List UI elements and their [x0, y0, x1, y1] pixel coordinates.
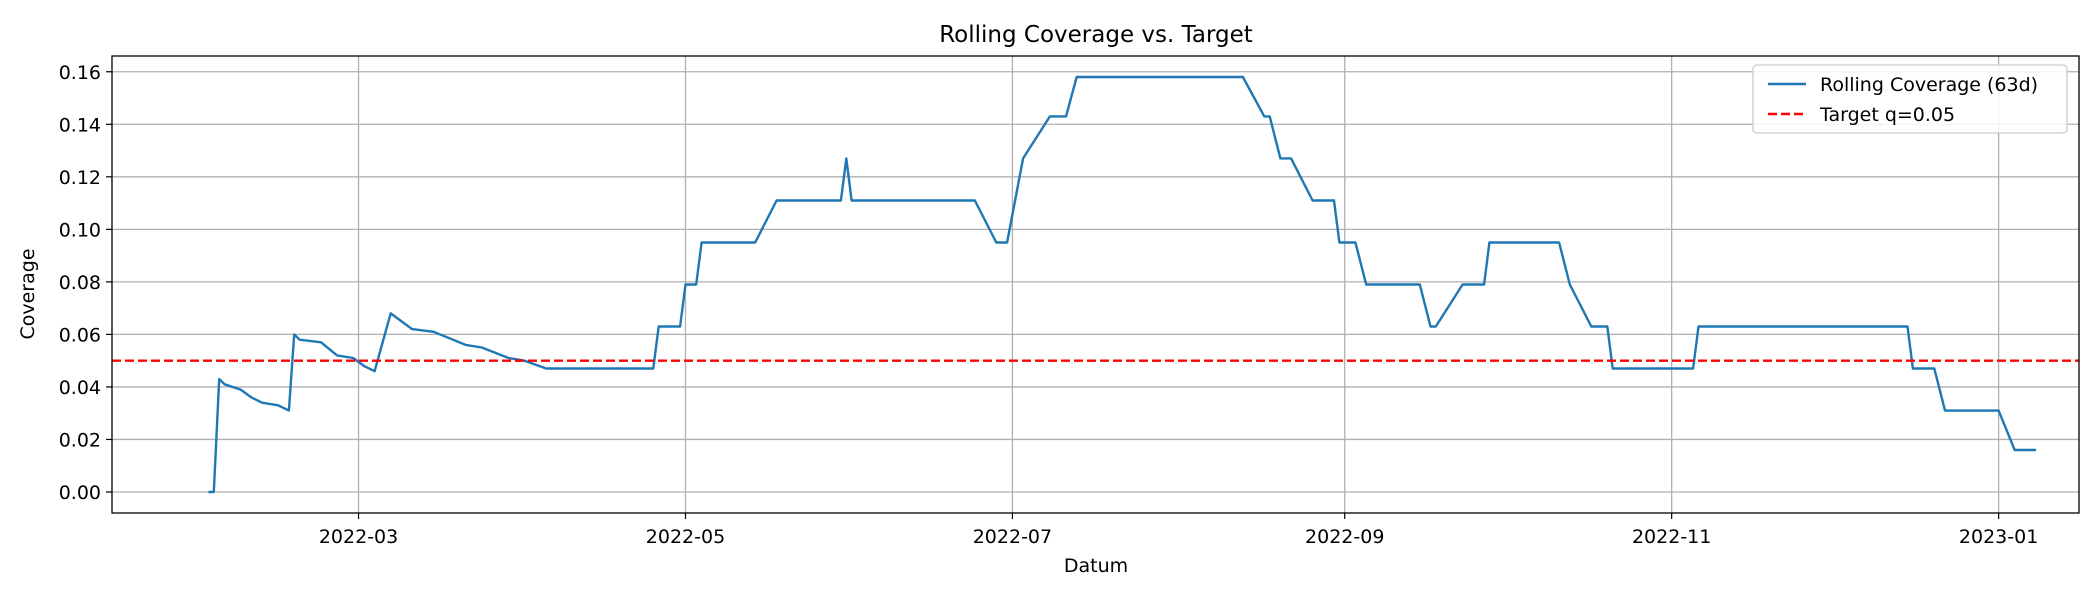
- x-axis-label: Datum: [1064, 555, 1128, 577]
- y-tick-label: 0.16: [59, 62, 101, 84]
- y-tick-label: 0.00: [59, 482, 101, 504]
- y-axis-label: Coverage: [17, 248, 39, 339]
- y-axis: 0.00 0.02 0.04 0.06 0.08 0.10 0.12 0.14 0.16: [59, 62, 112, 504]
- x-tick-label: 2022-07: [973, 526, 1052, 548]
- y-tick-label: 0.08: [59, 272, 101, 294]
- y-tick-label: 0.02: [59, 429, 101, 451]
- x-tick-label: 2022-05: [646, 526, 725, 548]
- chart-title: Rolling Coverage vs. Target: [939, 22, 1253, 48]
- series-layer: [112, 75, 2079, 494]
- x-axis: 2022-03 2022-05 2022-07 2022-09 2022-11 2023-…: [319, 513, 2038, 548]
- legend-label-coverage: Rolling Coverage (63d): [1820, 74, 2038, 96]
- x-tick-label: 2022-03: [319, 526, 398, 548]
- y-tick-label: 0.04: [59, 377, 101, 399]
- y-tick-label: 0.06: [59, 324, 101, 346]
- y-tick-label: 0.14: [59, 114, 101, 136]
- coverage-line: [208, 75, 2037, 494]
- legend-box: [1752, 64, 2068, 134]
- legend-label-target: Target q=0.05: [1819, 104, 1955, 126]
- x-tick-label: 2022-11: [1632, 526, 1711, 548]
- y-tick-label: 0.10: [59, 219, 101, 241]
- y-tick-label: 0.12: [59, 167, 101, 189]
- legend: Rolling Coverage (63d) Target q=0.05: [1752, 64, 2068, 134]
- plot-frame: [111, 55, 2080, 514]
- x-tick-label: 2022-09: [1305, 526, 1384, 548]
- x-tick-label: 2023-01: [1959, 526, 2038, 548]
